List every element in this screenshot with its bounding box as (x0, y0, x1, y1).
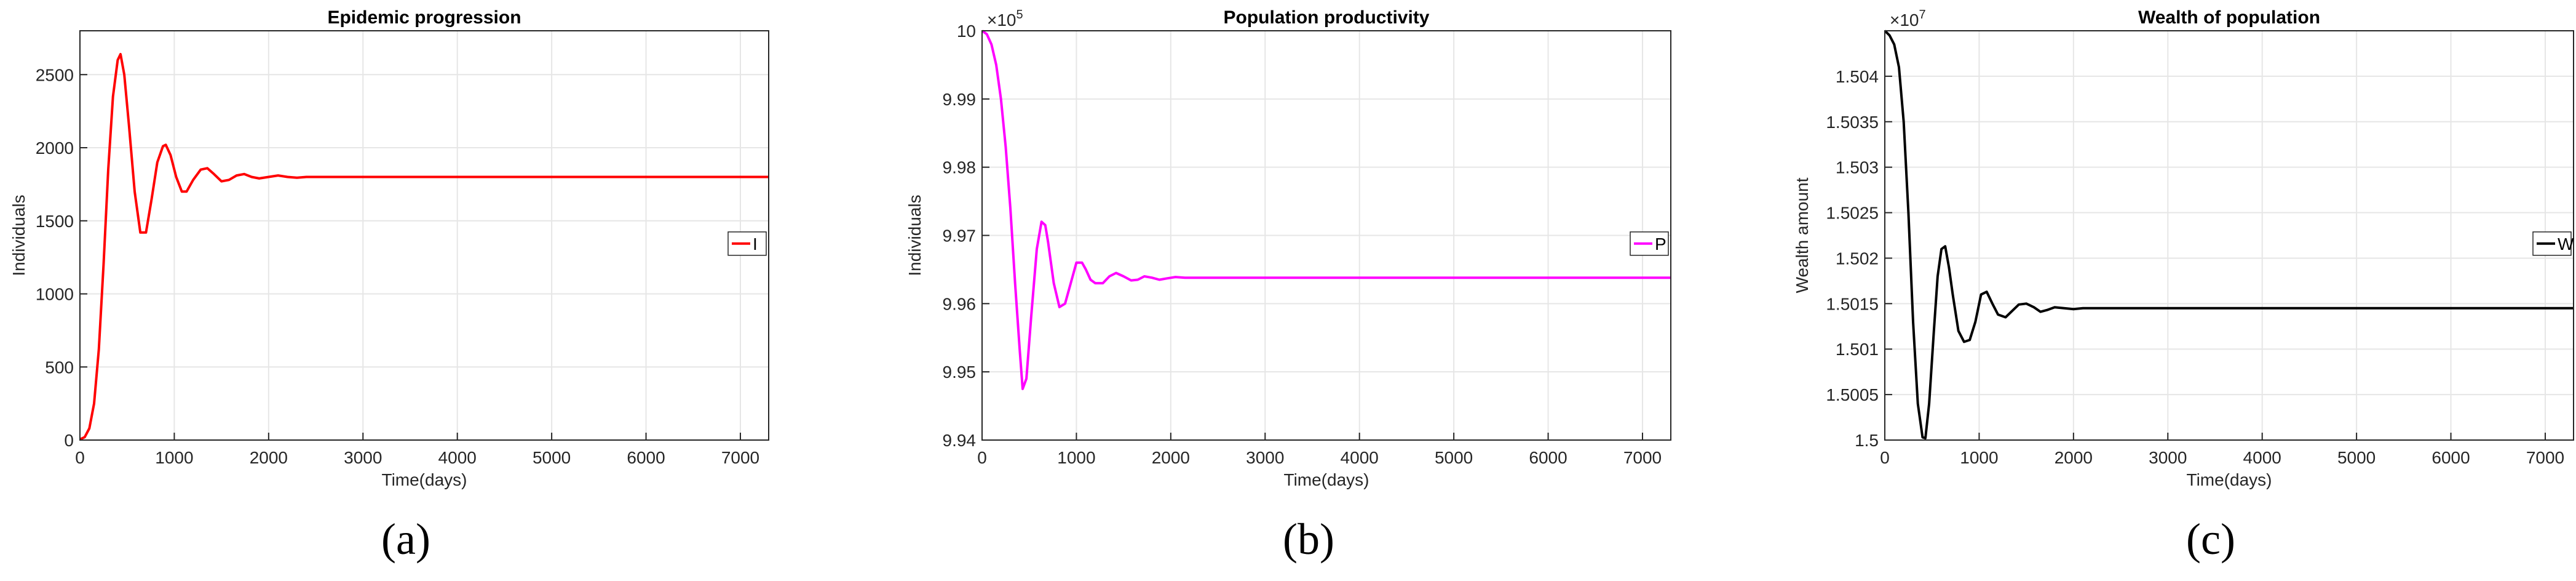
chart-panel-3: 0 1000 2000 3000 4000 5000 6000 7000 1.5 1.5005 1.… (1793, 7, 2574, 564)
x-tick-label: 4000 (438, 448, 477, 467)
plot-area (1885, 31, 2574, 440)
y-tick-label: 9.95 (943, 363, 977, 382)
y-tick-label: 1.502 (1836, 249, 1879, 268)
y-tick-label: 500 (45, 358, 74, 377)
legend-label-I: I (753, 234, 758, 254)
x-tick-label: 1000 (1057, 448, 1095, 467)
y-tick-label: 1.5005 (1826, 385, 1879, 404)
y-tick-label: 1500 (36, 212, 74, 231)
x-tick-label: 6000 (627, 448, 665, 467)
x-tick-label: 0 (75, 448, 85, 467)
x-tick-label: 4000 (1341, 448, 1379, 467)
x-tick-label: 7000 (1623, 448, 1662, 467)
y-tick-label: 10 (957, 22, 976, 41)
y-tick-label: 2000 (36, 138, 74, 158)
x-tick-label: 5000 (533, 448, 571, 467)
x-axis-label: Time(days) (1284, 470, 1369, 489)
x-tick-label: 1000 (1960, 448, 1998, 467)
axes-box (79, 30, 769, 441)
y-tick-label: 1.5 (1855, 431, 1879, 450)
panel-caption: (a) (381, 515, 430, 564)
x-tick-label: 2000 (250, 448, 288, 467)
x-tick-label: 1000 (155, 448, 193, 467)
y-tick-label: 1.5025 (1826, 204, 1879, 223)
series-line-W (1884, 30, 2574, 439)
x-tick-label: 6000 (2431, 448, 2470, 467)
y-exponent-label: ×107 (1890, 8, 1926, 30)
x-axis-label: Time(days) (382, 470, 467, 489)
y-axis-label: Individuals (9, 194, 28, 276)
y-tick-label: 9.97 (943, 226, 977, 246)
y-axis-label: Wealth amount (1793, 177, 1812, 293)
legend-label-W: W (2558, 234, 2574, 254)
x-tick-label: 0 (1880, 448, 1890, 467)
panel-caption: (c) (2186, 515, 2235, 564)
series-line-P (981, 30, 1671, 390)
x-tick-label: 7000 (2526, 448, 2564, 467)
y-tick-label: 9.99 (943, 90, 977, 109)
chart-title: Wealth of population (2138, 7, 2320, 28)
x-axis-label: Time(days) (2187, 470, 2272, 489)
x-tick-label: 3000 (1246, 448, 1284, 467)
x-tick-label: 3000 (344, 448, 382, 467)
y-tick-label: 9.96 (943, 294, 977, 313)
x-tick-label: 6000 (1529, 448, 1567, 467)
y-tick-label: 1.5015 (1826, 294, 1879, 313)
x-tick-label: 4000 (2243, 448, 2281, 467)
y-tick-label: 2500 (36, 65, 74, 84)
y-tick-label: 9.94 (943, 431, 977, 450)
y-axis-label: Individuals (905, 194, 924, 276)
x-tick-label: 2000 (2055, 448, 2093, 467)
y-exponent-label: ×105 (987, 8, 1023, 30)
plot-area (80, 31, 769, 440)
y-tick-label: 1.5035 (1826, 113, 1879, 132)
x-tick-label: 0 (977, 448, 987, 467)
x-tick-label: 7000 (721, 448, 759, 467)
panel-caption: (b) (1283, 515, 1334, 564)
x-tick-label: 5000 (1435, 448, 1473, 467)
y-tick-label: 0 (64, 431, 74, 450)
y-tick-label: 1000 (36, 285, 74, 304)
x-tick-label: 3000 (2149, 448, 2187, 467)
chart-title: Population productivity (1224, 7, 1430, 28)
legend-label-P: P (1655, 234, 1666, 254)
y-tick-label: 1.504 (1836, 67, 1879, 86)
chart-panel-2: 0 1000 2000 3000 4000 5000 6000 7000 9.94 9.95 9.9… (905, 7, 1671, 564)
axes-box (1884, 30, 2574, 441)
y-tick-label: 1.503 (1836, 158, 1879, 177)
x-tick-label: 5000 (2337, 448, 2376, 467)
y-tick-label: 1.501 (1836, 340, 1879, 359)
chart-title: Epidemic progression (327, 7, 521, 28)
series-line-I (79, 53, 769, 441)
y-tick-label: 9.98 (943, 158, 977, 177)
x-tick-label: 2000 (1152, 448, 1190, 467)
chart-panel-1: 0 1000 2000 3000 4000 5000 6000 7000 0 500 1000 150… (9, 7, 769, 564)
